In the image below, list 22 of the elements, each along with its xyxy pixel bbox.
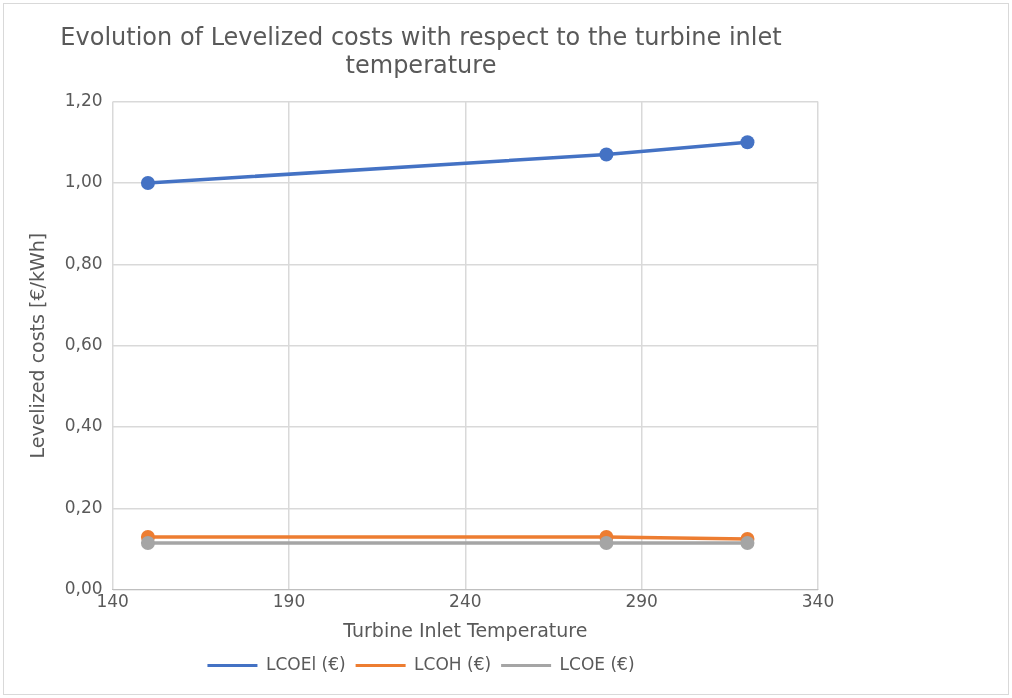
x-tick-label: 290: [625, 591, 658, 612]
chart-title: Evolution of Levelized costs with respect to the turbine inlet temperature: [60, 22, 782, 80]
point: [599, 536, 614, 551]
legend-label: LCOEl (€): [265, 653, 346, 674]
legend-label: LCOH (€): [414, 653, 492, 674]
y-tick-label: 1,20: [64, 90, 103, 111]
legend-label: LCOE (€): [559, 653, 635, 674]
x-tick-label: 190: [272, 591, 306, 612]
point: [140, 175, 155, 190]
x-axis-title: Turbine Inlet Temperature: [342, 618, 588, 641]
point: [740, 536, 755, 551]
point: [599, 147, 614, 162]
point: [740, 135, 755, 150]
y-tick-label: 1,00: [64, 171, 103, 192]
y-tick-label: 0,40: [64, 415, 103, 436]
y-tick-label: 0,60: [64, 334, 103, 355]
x-tick-label: 240: [449, 591, 482, 612]
x-tick-label: 340: [801, 591, 835, 612]
y-axis-title: Levelized costs [€/kWh]: [26, 232, 49, 459]
point: [140, 536, 155, 551]
y-tick-label: 0,80: [64, 252, 103, 273]
y-tick-label: 0,20: [64, 496, 103, 517]
